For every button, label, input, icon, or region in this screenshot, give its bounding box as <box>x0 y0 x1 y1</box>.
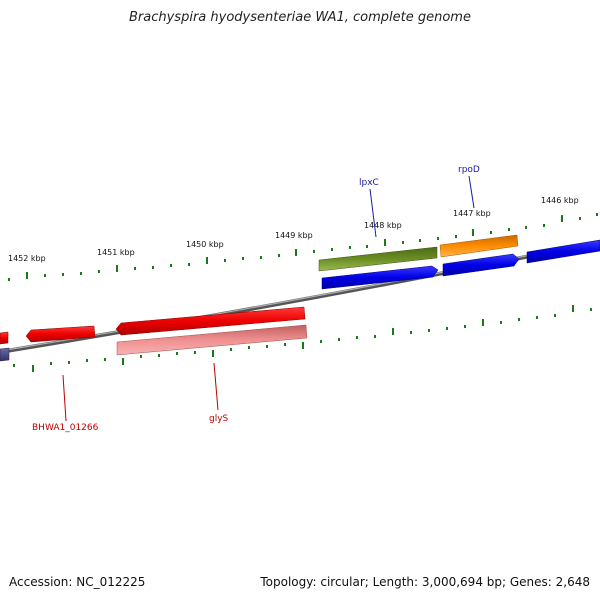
accession-label: Accession: NC_012225 <box>9 575 146 589</box>
gene-label-lpxC[interactable]: lpxC <box>359 178 379 188</box>
gene-partial-slate[interactable] <box>0 347 10 362</box>
leader-lpxC <box>369 188 377 238</box>
gene-BHWA1_01266[interactable] <box>25 325 96 343</box>
genome-summary: Topology: circular; Length: 3,000,694 bp… <box>260 575 590 589</box>
map-title: Brachyspira hyodysenteriae WA1, complete… <box>129 10 471 25</box>
tick-label-1450: 1450 kbp <box>186 240 224 249</box>
tick-label-1446: 1446 kbp <box>541 196 579 205</box>
gene-reverse-partial[interactable] <box>0 331 9 345</box>
tick-label-1451: 1451 kbp <box>97 248 135 257</box>
gene-label-BHWA1_01266[interactable]: BHWA1_01266 <box>32 423 99 433</box>
tick-label-1448: 1448 kbp <box>364 221 402 230</box>
gene-forward-2[interactable] <box>442 253 520 277</box>
gene-forward-3[interactable] <box>526 239 600 264</box>
tick-ruler-lower <box>13 305 592 372</box>
gene-forward-1[interactable] <box>321 265 439 290</box>
leader-rpoD <box>468 175 475 209</box>
gene-label-rpoD[interactable]: rpoD <box>458 165 480 175</box>
tick-ruler-upper <box>8 213 598 281</box>
gene-glyS-shadow <box>116 324 308 356</box>
leader-glyS <box>213 362 219 411</box>
leader-BHWA1_01266 <box>62 374 67 422</box>
gene-glyS[interactable] <box>115 306 306 336</box>
tick-label-1452: 1452 kbp <box>8 254 46 263</box>
gene-rpoD[interactable] <box>439 234 519 258</box>
tick-label-1449: 1449 kbp <box>275 231 313 240</box>
tick-label-1447: 1447 kbp <box>453 209 491 218</box>
gene-lpxC[interactable] <box>318 246 438 272</box>
gene-label-glyS[interactable]: glyS <box>209 414 229 424</box>
